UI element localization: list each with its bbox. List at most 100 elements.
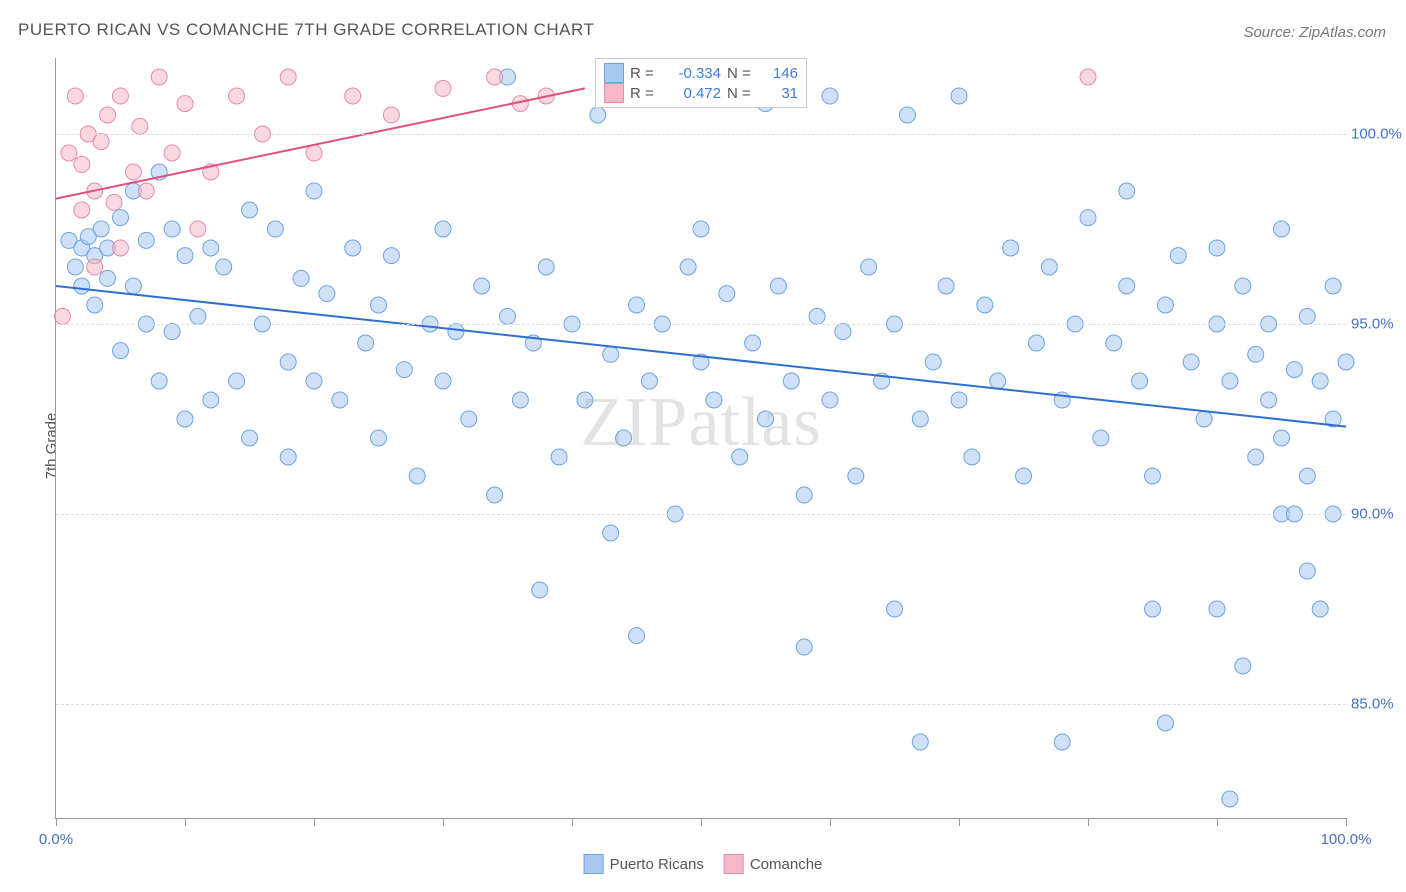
x-tick	[701, 818, 702, 826]
scatter-point	[87, 259, 103, 275]
scatter-point	[306, 373, 322, 389]
chart-container: PUERTO RICAN VS COMANCHE 7TH GRADE CORRE…	[0, 0, 1406, 892]
scatter-point	[1145, 468, 1161, 484]
legend-swatch	[584, 854, 604, 874]
scatter-point	[177, 96, 193, 112]
stats-legend: R = -0.334 N = 146 R = 0.472 N = 31	[595, 58, 807, 108]
scatter-point	[435, 373, 451, 389]
scatter-point	[177, 248, 193, 264]
legend-label: Comanche	[750, 856, 823, 873]
gridline	[56, 134, 1346, 135]
gridline	[56, 704, 1346, 705]
n-value: 146	[763, 65, 798, 82]
stats-legend-row: R = 0.472 N = 31	[604, 83, 798, 103]
scatter-point	[1080, 210, 1096, 226]
scatter-point	[551, 449, 567, 465]
scatter-point	[190, 221, 206, 237]
scatter-point	[67, 259, 83, 275]
x-tick	[1346, 818, 1347, 826]
scatter-point	[925, 354, 941, 370]
gridline	[56, 324, 1346, 325]
scatter-point	[938, 278, 954, 294]
scatter-point	[603, 346, 619, 362]
scatter-point	[887, 601, 903, 617]
y-tick-label: 100.0%	[1351, 126, 1401, 143]
scatter-point	[132, 118, 148, 134]
scatter-point	[74, 202, 90, 218]
x-tick	[314, 818, 315, 826]
x-tick	[443, 818, 444, 826]
scatter-point	[409, 468, 425, 484]
scatter-point	[603, 525, 619, 541]
scatter-point	[732, 449, 748, 465]
scatter-point	[1054, 734, 1070, 750]
scatter-point	[164, 221, 180, 237]
gridline	[56, 514, 1346, 515]
plot-area: R = -0.334 N = 146 R = 0.472 N = 31 ZIPa…	[55, 58, 1346, 819]
scatter-point	[1248, 449, 1264, 465]
r-label: R =	[630, 65, 660, 82]
scatter-point	[1132, 373, 1148, 389]
legend-swatch	[724, 854, 744, 874]
scatter-point	[577, 392, 593, 408]
scatter-point	[1157, 715, 1173, 731]
scatter-point	[435, 221, 451, 237]
scatter-point	[848, 468, 864, 484]
scatter-point	[1119, 183, 1135, 199]
x-tick	[572, 818, 573, 826]
scatter-point	[435, 80, 451, 96]
scatter-point	[1235, 658, 1251, 674]
x-tick	[830, 818, 831, 826]
scatter-point	[1093, 430, 1109, 446]
scatter-point	[487, 487, 503, 503]
scatter-point	[1274, 221, 1290, 237]
n-label: N =	[727, 85, 757, 102]
scatter-point	[590, 107, 606, 123]
scatter-point	[371, 297, 387, 313]
scatter-point	[106, 194, 122, 210]
trend-line	[56, 88, 585, 198]
scatter-point	[1209, 601, 1225, 617]
scatter-point	[93, 134, 109, 150]
scatter-point	[1248, 346, 1264, 362]
legend-swatch	[604, 63, 624, 83]
y-tick-label: 85.0%	[1351, 696, 1401, 713]
scatter-point	[100, 270, 116, 286]
scatter-point	[1209, 240, 1225, 256]
scatter-point	[203, 392, 219, 408]
scatter-point	[532, 582, 548, 598]
scatter-point	[306, 183, 322, 199]
scatter-point	[629, 628, 645, 644]
scatter-point	[770, 278, 786, 294]
scatter-point	[1299, 468, 1315, 484]
scatter-point	[680, 259, 696, 275]
scatter-point	[474, 278, 490, 294]
scatter-point	[796, 487, 812, 503]
scatter-point	[229, 373, 245, 389]
scatter-point	[951, 88, 967, 104]
scatter-point	[151, 69, 167, 85]
legend-item: Comanche	[724, 854, 823, 874]
stats-legend-row: R = -0.334 N = 146	[604, 63, 798, 83]
scatter-point	[319, 286, 335, 302]
x-tick-label: 100.0%	[1321, 831, 1372, 848]
scatter-point	[977, 297, 993, 313]
scatter-point	[1299, 308, 1315, 324]
scatter-point	[138, 232, 154, 248]
scatter-point	[706, 392, 722, 408]
n-label: N =	[727, 65, 757, 82]
r-label: R =	[630, 85, 660, 102]
scatter-point	[113, 210, 129, 226]
scatter-point	[1235, 278, 1251, 294]
scatter-point	[629, 297, 645, 313]
scatter-point	[809, 308, 825, 324]
scatter-point	[1145, 601, 1161, 617]
scatter-point	[164, 145, 180, 161]
scatter-point	[125, 164, 141, 180]
scatter-point	[616, 430, 632, 446]
scatter-point	[461, 411, 477, 427]
scatter-point	[1325, 278, 1341, 294]
scatter-point	[54, 308, 70, 324]
scatter-point	[280, 69, 296, 85]
scatter-point	[1222, 373, 1238, 389]
